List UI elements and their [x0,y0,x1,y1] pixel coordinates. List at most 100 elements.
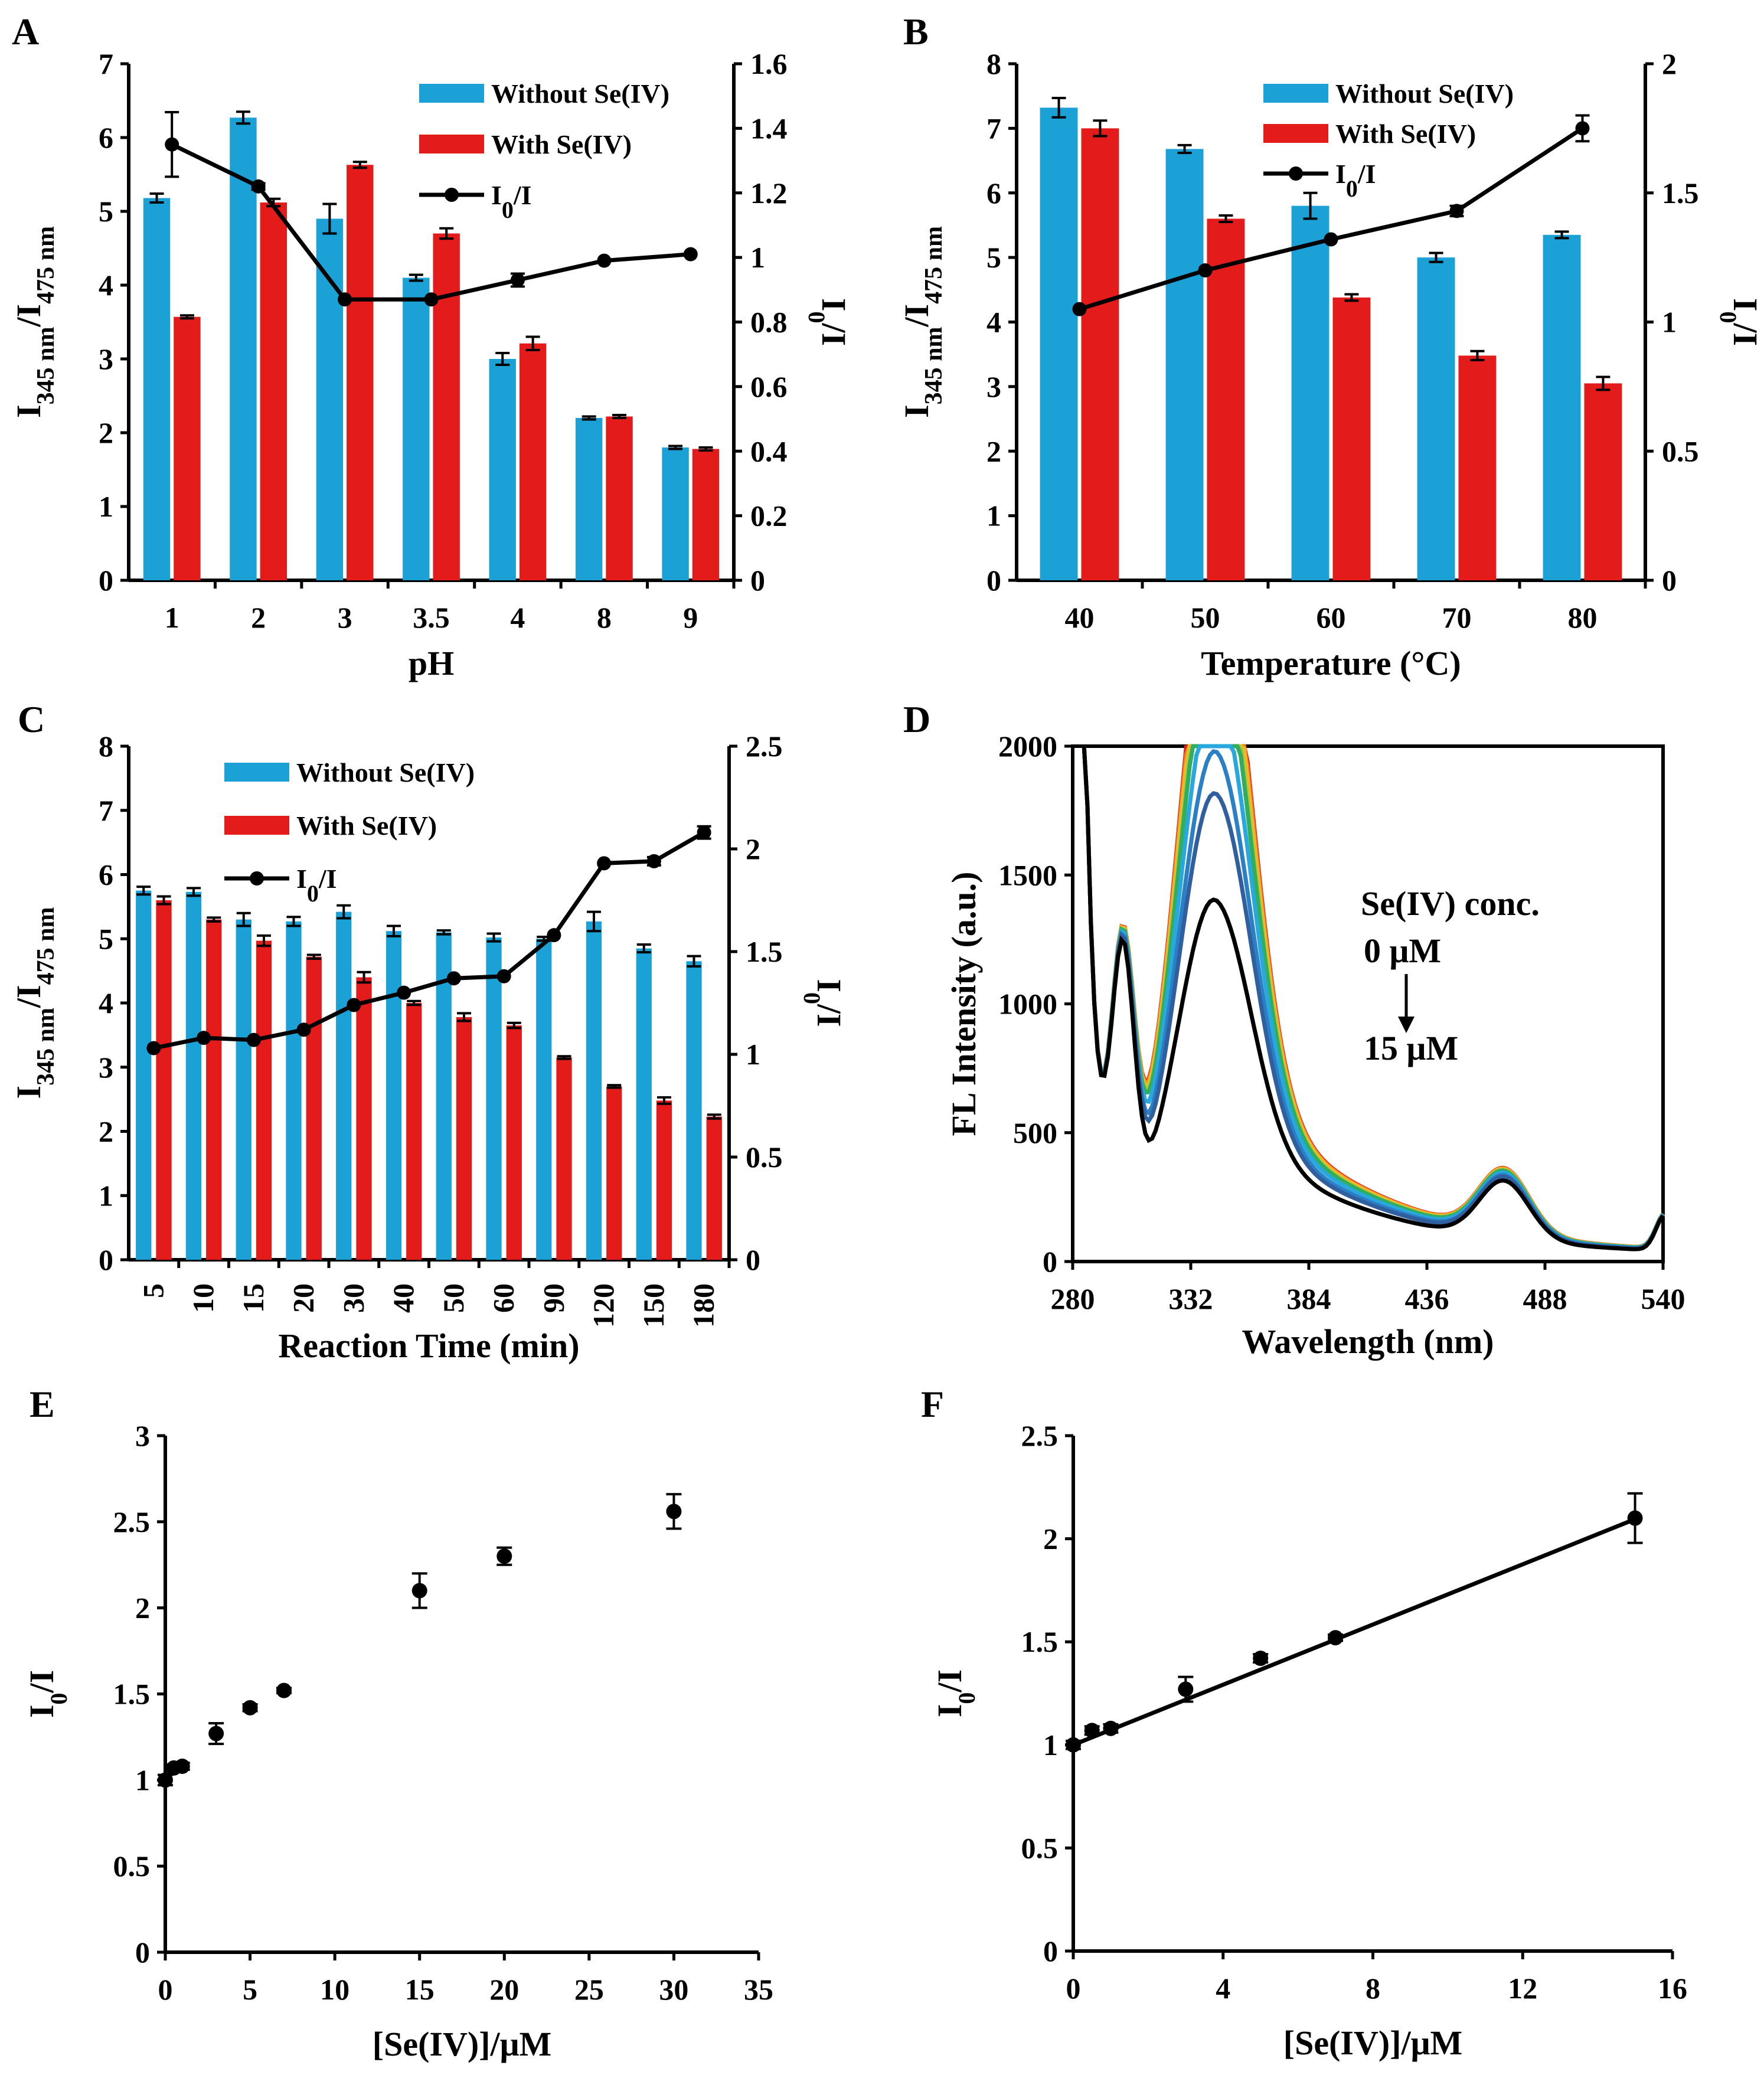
i0-label-part: 0 [502,197,514,223]
y2-axis-tick-label: 0.4 [750,434,788,468]
error-bar [337,904,351,920]
i0-label: I0/I [799,979,849,1027]
error-bar [607,1084,622,1089]
fit-line [1072,1517,1636,1747]
ratio-point [347,998,361,1012]
x-tick-label: 4 [1216,1972,1230,2005]
bar-with-se [347,165,374,580]
error-bar [186,887,201,897]
error-bar [525,335,540,351]
x-tick-label: 90 [537,1283,570,1313]
y-axis-tick-label: 2 [99,416,113,449]
y-tick-label: 2 [1043,1522,1058,1556]
ratio-point [397,985,411,1000]
y-tick-label: 1000 [998,988,1057,1021]
i0-label-part: 0 [45,1693,72,1705]
x-tick-label: 50 [437,1283,470,1313]
y-tick-label: 1 [1043,1728,1058,1762]
error-bar [612,414,627,419]
bar-with-se [306,956,322,1260]
x-tick-label: 5 [136,1283,169,1298]
error-bar [306,953,321,960]
y-axis-label-part: 475 nm [32,226,60,304]
error-bar [352,161,367,169]
bar-with-se [1207,218,1245,580]
y2-axis-tick-label: 0.5 [1662,434,1699,468]
error-bar [495,352,510,366]
x-axis-label: [Se(IV)]/μM [1283,2024,1462,2062]
bar-with-se [606,416,633,580]
annotation-title: Se(IV) conc. [1361,884,1540,923]
x-tick-label: 280 [1051,1282,1095,1315]
y-axis-tick-label: 6 [99,858,113,891]
ratio-point [1449,204,1464,218]
legend-marker-ratio [250,871,264,885]
bar-without-se [1291,205,1329,580]
error-bar [1177,143,1192,154]
error-bar [1219,214,1233,223]
x-axis-label: Temperature (°C) [1201,644,1461,682]
data-point [666,1504,682,1520]
x-tick-label: 50 [1191,601,1220,634]
ratio-point [197,1031,211,1045]
bar-with-se [506,1025,522,1260]
panel-label-d: D [903,698,930,740]
bar-with-se [606,1086,622,1260]
i0-label: I0/I [296,864,337,907]
x-tick-label: 488 [1523,1282,1567,1315]
data-point [1066,1737,1081,1753]
i0-label: I0/I [804,298,854,346]
i0-label: I0/I [491,180,532,223]
y-axis-tick-label: 0 [986,564,1001,597]
x-tick-label: 180 [687,1283,720,1328]
x-tick-label: 70 [1442,601,1472,634]
data-point [276,1682,292,1698]
y2-axis-tick-label: 2 [1662,47,1677,80]
ratio-point [1575,121,1590,136]
y2-axis-tick-label: 2.5 [746,730,783,763]
panel-label-c: C [18,698,45,740]
y-axis-tick-label: 3 [986,370,1001,403]
x-tick-label: 40 [387,1283,420,1313]
x-tick-label: 3 [338,601,352,634]
i0-label-part: /I [810,1004,848,1027]
ratio-point [597,253,612,268]
y-axis-label: I345 nm/I475 nm [9,226,60,418]
x-tick-label: 2 [251,601,266,634]
y-axis-tick-label: 8 [986,47,1001,80]
y-axis-tick-label: 4 [99,269,113,302]
error-bar [322,202,337,235]
error-bar [257,934,272,947]
y-axis-tick-label: 3 [99,342,113,375]
y-axis-label-part: 345 nm [920,327,948,405]
i0-label-part: /I [1357,159,1376,189]
y-axis-tick-label: 5 [99,922,113,955]
x-tick-label: 1 [165,601,179,634]
chart-a: 0 1 2 3 4 5 6 7 0 0.2 0.4 0.6 0.8 1 1.2 1.4 1.6 1 2 3 3.5 4 8 9… [9,47,853,682]
ratio-point [510,273,525,287]
data-point [242,1700,258,1716]
y-axis-tick-label: 0 [99,564,113,597]
bar-with-se [206,919,222,1260]
chart-d: 0 500 1000 1500 2000 280 332 384 436 488 540 Wavele… [945,730,1685,1361]
chart-c: 0 1 2 3 4 5 6 7 8 0 0.5 1 1.5 2 2.5 5 10 15 20 30 40 50 60 90 12… [9,730,848,1365]
bar-without-se [230,117,257,580]
error-bar [507,1021,521,1030]
bar-with-se [260,202,288,580]
legend-label-without: Without Se(IV) [1335,79,1514,109]
ratio-point [251,179,266,194]
i0-label-part: 0 [1346,175,1358,202]
bar-without-se [1543,234,1581,580]
y-tick-label: 0 [1043,1935,1058,1968]
y-axis-tick-label: 8 [99,730,113,763]
i0-label-part: /I [513,180,532,210]
y-axis-tick-label: 5 [986,241,1001,274]
error-bar [486,932,501,943]
bar-without-se [286,921,302,1260]
x-tick-label: 384 [1287,1282,1331,1315]
legend-swatch-with [224,816,289,835]
y-tick-label: 1500 [998,858,1057,891]
x-tick-label: 15 [237,1283,270,1313]
ratio-point [1072,302,1087,316]
